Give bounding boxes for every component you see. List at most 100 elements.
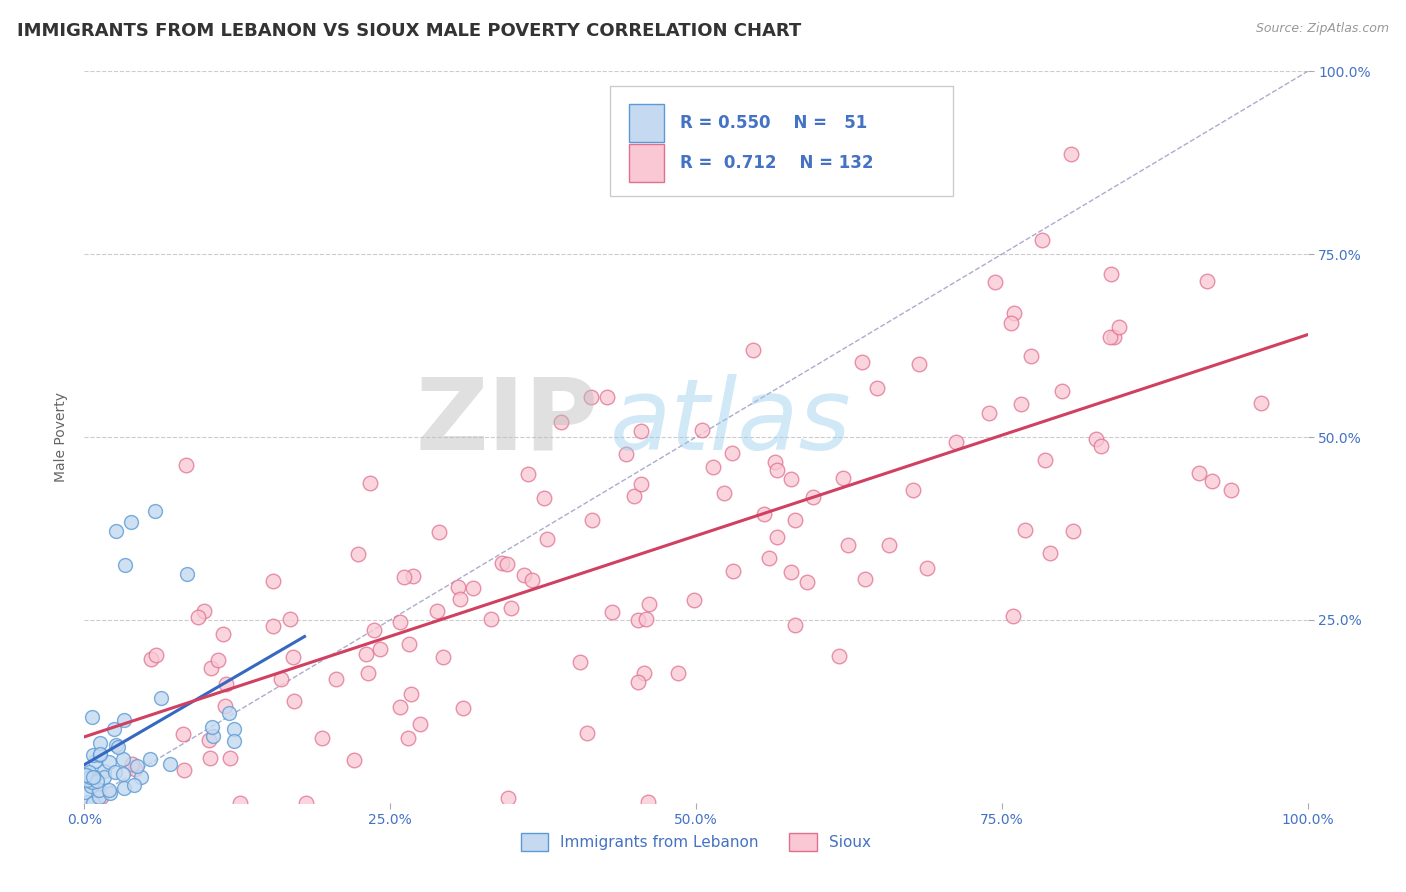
Point (683, 592, 706, 607)
Point (187, 610, 209, 624)
Point (75, 768, 97, 782)
Point (1050, 384, 1073, 398)
Point (877, 537, 900, 551)
Point (461, 581, 484, 595)
Point (124, 762, 146, 776)
Point (766, 531, 789, 545)
Point (851, 355, 873, 369)
Point (637, 795, 659, 809)
Point (447, 580, 470, 594)
Point (721, 445, 744, 459)
Point (214, 699, 236, 714)
Point (723, 564, 745, 578)
Point (278, 612, 301, 626)
Point (149, 691, 172, 706)
Point (1108, 320, 1130, 334)
Point (496, 557, 519, 571)
Point (172, 727, 194, 741)
Point (765, 463, 787, 477)
Point (1031, 233, 1053, 247)
Point (832, 470, 855, 484)
Point (780, 565, 803, 579)
Point (388, 615, 411, 629)
Point (1201, 474, 1223, 488)
Point (121, 756, 143, 771)
Point (86, 774, 108, 789)
Point (357, 665, 380, 680)
Point (193, 604, 215, 618)
Point (1014, 524, 1036, 538)
Point (389, 700, 412, 714)
Point (197, 732, 219, 747)
Y-axis label: Male Poverty: Male Poverty (55, 392, 69, 482)
Point (742, 343, 765, 358)
Point (89, 782, 111, 797)
Point (79, 770, 101, 784)
Point (214, 677, 236, 691)
Point (623, 489, 645, 503)
Point (702, 460, 724, 475)
Point (343, 753, 366, 767)
Point (581, 390, 603, 404)
Point (945, 435, 967, 450)
Point (97, 755, 120, 769)
Point (368, 641, 391, 656)
Point (311, 731, 333, 745)
Point (866, 381, 889, 395)
Text: IMMIGRANTS FROM LEBANON VS SIOUX MALE POVERTY CORRELATION CHART: IMMIGRANTS FROM LEBANON VS SIOUX MALE PO… (17, 22, 801, 40)
Point (630, 477, 652, 491)
Point (908, 357, 931, 371)
Point (120, 515, 142, 529)
Point (139, 751, 162, 765)
Point (359, 475, 381, 490)
Point (89, 736, 111, 750)
Point (87, 790, 110, 805)
Point (83, 770, 105, 784)
Point (398, 637, 420, 651)
Point (104, 765, 127, 780)
Point (1062, 524, 1084, 538)
Point (575, 726, 598, 740)
Point (1195, 274, 1218, 288)
Point (98, 783, 121, 797)
Point (1188, 467, 1211, 481)
Point (513, 568, 536, 582)
Point (1035, 453, 1057, 467)
Point (143, 504, 166, 518)
Point (536, 532, 558, 546)
Point (141, 652, 163, 666)
Point (754, 508, 776, 522)
Point (666, 665, 689, 680)
Point (122, 779, 145, 793)
Point (283, 649, 305, 664)
Point (89, 747, 111, 761)
Point (627, 674, 650, 689)
Point (212, 627, 235, 641)
Point (432, 650, 454, 665)
Point (479, 612, 502, 626)
Point (262, 574, 284, 589)
Point (82, 747, 104, 762)
Point (917, 561, 939, 575)
Point (634, 612, 657, 626)
Point (1002, 306, 1025, 320)
Point (1000, 316, 1022, 330)
Point (979, 406, 1001, 420)
Point (801, 491, 824, 505)
Point (104, 524, 127, 539)
Point (1250, 396, 1272, 410)
Point (229, 796, 252, 810)
Point (630, 424, 652, 438)
FancyBboxPatch shape (628, 144, 664, 182)
Point (83, 754, 105, 768)
Point (176, 566, 198, 581)
Point (363, 624, 385, 638)
Point (1101, 267, 1123, 281)
Point (82, 771, 104, 785)
Point (145, 648, 167, 663)
Point (201, 720, 224, 734)
Point (75, 766, 97, 780)
Point (76, 795, 98, 809)
Point (174, 458, 197, 472)
Point (76, 772, 98, 787)
